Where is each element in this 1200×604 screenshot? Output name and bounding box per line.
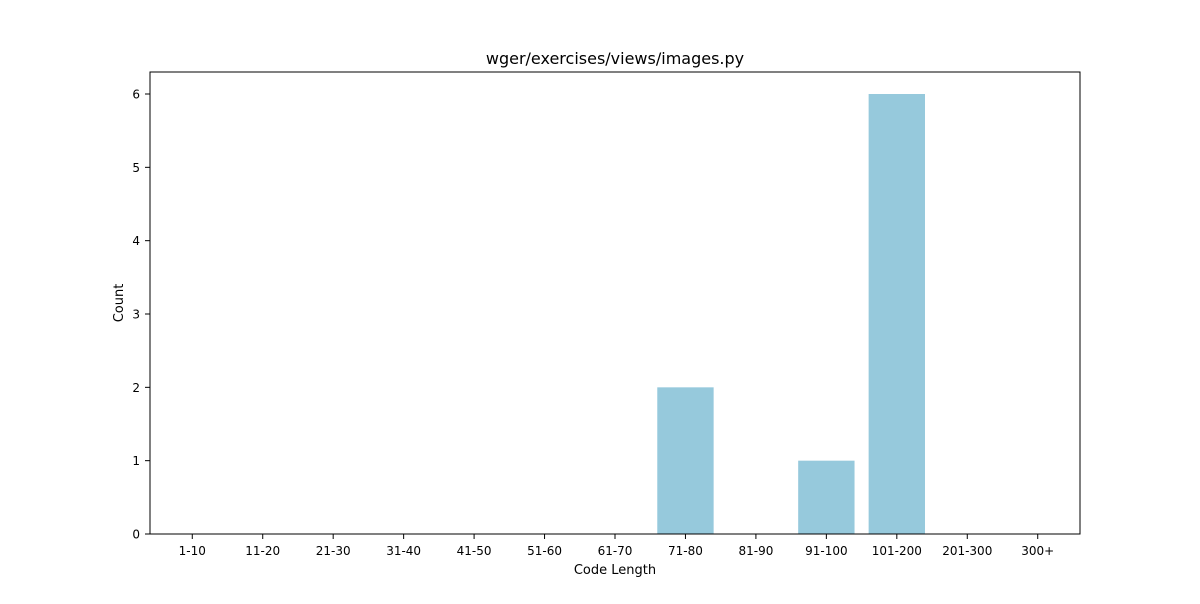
x-tick-label: 21-30 [316,544,351,558]
x-tick-label: 61-70 [598,544,633,558]
y-tick-label: 0 [132,528,140,542]
bars-layer [657,94,925,534]
y-tick-label: 3 [132,308,140,322]
x-tick-label: 300+ [1021,544,1054,558]
y-tick-label: 6 [132,88,140,102]
chart-title: wger/exercises/views/images.py [486,49,744,68]
y-tick-label: 1 [132,454,140,468]
x-tick-label: 41-50 [457,544,492,558]
y-tick-label: 4 [132,234,140,248]
y-axis: 0 1 2 3 4 5 6 [132,88,150,542]
bar-101-200 [868,94,925,534]
y-axis-label: Count [112,284,127,323]
x-tick-label: 81-90 [738,544,773,558]
x-tick-label: 201-300 [942,544,992,558]
x-tick-label: 71-80 [668,544,703,558]
x-axis: 1-10 11-20 21-30 31-40 41-50 51-60 61-70 71-80 8… [179,534,1054,558]
x-tick-label: 101-200 [872,544,922,558]
bar-91-100 [798,460,855,534]
y-tick-label: 2 [132,381,140,395]
y-tick-label: 5 [132,161,140,175]
x-tick-label: 31-40 [386,544,421,558]
plot-frame [149,71,1081,535]
x-tick-label: 1-10 [179,544,206,558]
bar-71-80 [657,387,714,534]
x-tick-label: 51-60 [527,544,562,558]
x-axis-label: Code Length [574,563,656,578]
x-tick-label: 11-20 [245,544,280,558]
x-tick-label: 91-100 [805,544,848,558]
